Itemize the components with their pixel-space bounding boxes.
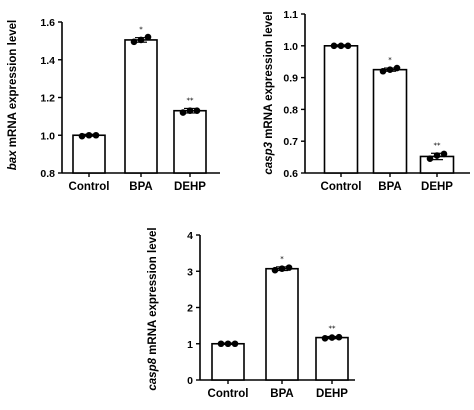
y-tick-label: 1.2	[40, 93, 55, 105]
significance-label: *	[280, 255, 284, 263]
data-point	[337, 42, 345, 50]
bar-bpa	[372, 68, 408, 174]
data-point	[193, 107, 201, 115]
y-tick-label: 1.4	[40, 55, 55, 67]
y-tick-label: 2	[187, 303, 193, 315]
x-tick-label: DEHP	[421, 181, 453, 193]
data-point	[144, 33, 152, 41]
y-tick-label: 0	[187, 375, 193, 387]
data-point	[137, 36, 145, 44]
data-point	[278, 265, 286, 273]
bar-dehp	[315, 336, 349, 381]
y-tick-label: 0.8	[283, 104, 298, 116]
significance-label: *	[388, 56, 392, 64]
y-tick-label: 1.0	[40, 130, 55, 142]
data-point	[321, 335, 329, 342]
y-tick-label: 0.6	[283, 168, 298, 180]
data-point	[231, 340, 239, 348]
bar-control	[211, 342, 245, 381]
y-tick-label: 1.0	[283, 41, 298, 53]
y-tick-label: 0.9	[283, 73, 298, 85]
data-point	[92, 131, 100, 139]
data-point	[440, 150, 448, 158]
data-point	[285, 264, 293, 271]
chart-bax-panel: 0.8 1.0 1.2 1.4 1.6 bax mRNA expression level…	[7, 17, 220, 193]
x-tick-label: DEHP	[174, 181, 206, 193]
data-point	[328, 334, 336, 341]
y-tick-label: 1.1	[283, 9, 298, 21]
significance-label: **	[187, 96, 195, 104]
data-point	[393, 64, 401, 72]
x-tick-label: Control	[208, 388, 249, 400]
x-tick-label: DEHP	[316, 388, 348, 400]
x-tick-label: Control	[321, 181, 362, 193]
significance-label: *	[139, 26, 143, 34]
y-tick-label: 0.8	[40, 168, 55, 180]
data-point	[433, 152, 441, 159]
data-point	[271, 266, 279, 274]
data-point	[186, 107, 194, 115]
data-point	[224, 340, 232, 348]
data-point	[379, 67, 387, 75]
x-tick-label: BPA	[378, 181, 401, 193]
significance-label: **	[434, 141, 442, 149]
y-axis-title-rest: mRNA expression level	[263, 11, 275, 142]
y-tick-label: 4	[187, 230, 193, 242]
y-tick-label: 3	[187, 266, 193, 278]
data-point	[335, 333, 343, 341]
bar-bpa	[124, 39, 158, 174]
bar-control	[72, 134, 106, 174]
y-tick-label: 0.7	[283, 136, 298, 148]
significance-label: **	[329, 325, 337, 333]
y-axis-title: bax mRNA expression level	[7, 20, 19, 170]
y-axis-title-gene: bax	[7, 150, 19, 170]
data-point	[130, 38, 138, 46]
data-point	[426, 155, 434, 162]
bar-dehp	[173, 109, 207, 174]
data-point	[78, 132, 86, 140]
bar-bpa	[265, 267, 299, 381]
y-axis-title: casp8 mRNA expression level	[147, 227, 159, 390]
data-point	[330, 42, 338, 50]
y-axis-title-gene: casp3	[263, 141, 275, 174]
data-point	[85, 131, 93, 139]
y-axis-title-rest: mRNA expression level	[147, 227, 159, 358]
x-tick-label: BPA	[270, 388, 293, 400]
y-axis-title: casp3 mRNA expression level	[263, 11, 275, 174]
chart-casp3-panel: 0.6 0.7 0.8 0.9 1.0 1.1 casp3 mRNA expression …	[263, 9, 470, 193]
y-axis-title-rest: mRNA expression level	[7, 20, 19, 151]
data-point	[179, 109, 187, 116]
chart-casp8-panel: 0 1 2 3 4 casp8 mRNA expression level Control *…	[147, 227, 355, 400]
x-tick-label: BPA	[129, 181, 152, 193]
y-axis-title-gene: casp8	[147, 357, 159, 390]
y-tick-label: 1	[187, 339, 193, 351]
data-point	[217, 340, 225, 348]
data-point	[386, 66, 394, 73]
bar-control	[323, 44, 359, 174]
data-point	[344, 42, 352, 50]
y-tick-label: 1.6	[40, 17, 55, 29]
x-tick-label: Control	[69, 181, 110, 193]
